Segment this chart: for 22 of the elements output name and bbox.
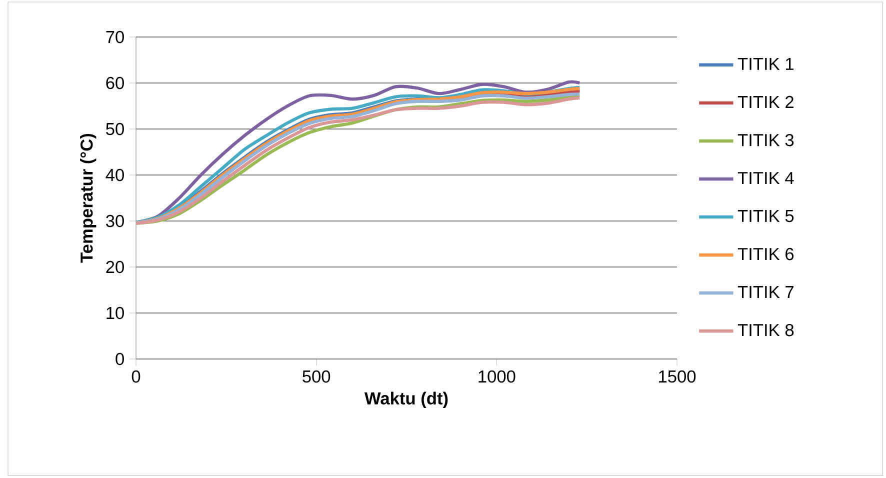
y-tick-label: 40 (106, 168, 124, 182)
x-axis-title: Waktu (dt) (364, 392, 448, 408)
legend-label: TITIK 3 (738, 134, 794, 146)
y-tick-label: 0 (116, 352, 124, 366)
legend-label: TITIK 1 (738, 58, 794, 70)
legend-label: TITIK 5 (738, 210, 794, 222)
x-tick-label: 500 (302, 370, 330, 383)
y-tick-label: 70 (106, 30, 124, 44)
y-tick-label: 10 (106, 306, 124, 320)
legend-label: TITIK 6 (738, 248, 794, 260)
y-axis-title: Temperatur (°C) (80, 134, 96, 263)
y-tick-label: 30 (106, 214, 124, 228)
legend-label: TITIK 2 (738, 96, 794, 108)
y-tick-label: 20 (106, 260, 124, 274)
x-tick-label: 0 (132, 370, 140, 383)
y-tick-label: 60 (106, 76, 124, 90)
legend-label: TITIK 7 (738, 286, 794, 298)
x-tick-label: 1500 (659, 370, 696, 383)
x-tick-label: 1000 (478, 370, 516, 383)
legend-label: TITIK 8 (738, 324, 794, 336)
legend-label: TITIK 4 (738, 172, 794, 184)
y-tick-label: 50 (106, 122, 124, 136)
